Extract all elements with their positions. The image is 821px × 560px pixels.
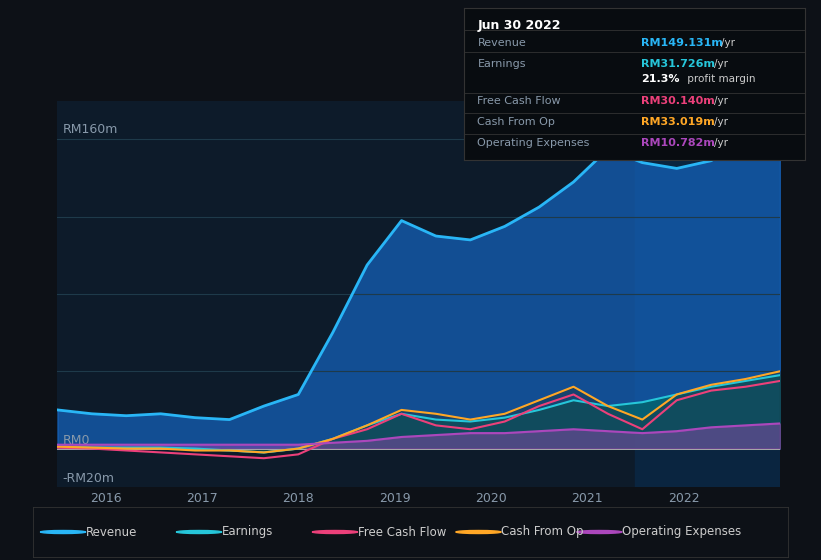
Circle shape <box>40 530 85 534</box>
Text: Cash From Op: Cash From Op <box>478 117 555 127</box>
Text: /yr: /yr <box>713 138 727 148</box>
Text: 21.3%: 21.3% <box>641 74 680 85</box>
Bar <box>635 101 780 487</box>
Text: RM30.140m: RM30.140m <box>641 96 715 106</box>
Text: Operating Expenses: Operating Expenses <box>478 138 589 148</box>
Circle shape <box>456 530 501 534</box>
Text: Revenue: Revenue <box>478 38 526 48</box>
Text: RM33.019m: RM33.019m <box>641 117 715 127</box>
Text: Earnings: Earnings <box>222 525 273 539</box>
Circle shape <box>312 530 358 534</box>
Circle shape <box>576 530 622 534</box>
Text: Free Cash Flow: Free Cash Flow <box>358 525 446 539</box>
Text: -RM20m: -RM20m <box>62 472 114 486</box>
Text: Free Cash Flow: Free Cash Flow <box>478 96 561 106</box>
Text: Jun 30 2022: Jun 30 2022 <box>478 19 561 32</box>
Text: /yr: /yr <box>713 96 727 106</box>
Text: Revenue: Revenue <box>85 525 137 539</box>
Text: /yr: /yr <box>713 59 727 69</box>
Text: RM160m: RM160m <box>62 123 117 136</box>
Text: Operating Expenses: Operating Expenses <box>622 525 741 539</box>
Text: Cash From Op: Cash From Op <box>501 525 584 539</box>
Text: Earnings: Earnings <box>478 59 526 69</box>
Text: RM0: RM0 <box>62 433 89 447</box>
Text: /yr: /yr <box>713 117 727 127</box>
Text: profit margin: profit margin <box>684 74 755 85</box>
Text: /yr: /yr <box>721 38 735 48</box>
Circle shape <box>177 530 222 534</box>
Text: RM10.782m: RM10.782m <box>641 138 715 148</box>
Text: RM31.726m: RM31.726m <box>641 59 715 69</box>
Text: RM149.131m: RM149.131m <box>641 38 723 48</box>
